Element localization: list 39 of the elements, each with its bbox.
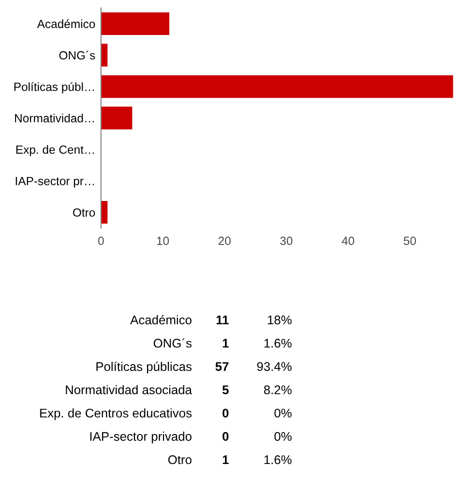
x-tick-label: 50 [404,236,416,246]
bar [101,106,132,130]
text: 8.2% [264,385,292,394]
text: Normatividad asociada [66,385,192,394]
x-tick-label: 30 [280,236,292,246]
text: 1.6% [264,338,292,348]
y-tick-label: Políticas públ… [14,82,94,94]
x-tick-label: 20 [218,236,231,246]
text: 5 [222,386,229,394]
y-tick-label: Académico [37,19,95,28]
text: 0 [222,408,228,418]
text: 57 [215,362,228,371]
text: 1.6% [264,455,292,464]
x-tick-label: 40 [342,236,354,246]
bar [101,44,108,66]
y-tick-label: ONG´s [59,50,96,60]
text: Políticas públicas [96,362,192,374]
text: 1 [222,338,229,348]
text: 18% [268,316,292,324]
y-tick-label: Otro [73,208,95,217]
y-tick-label: IAP-sector pr… [16,177,94,188]
text: 93.4% [257,362,292,371]
text: 0% [274,432,292,441]
x-tick-label: 10 [157,236,169,246]
text: IAP-sector privado [90,432,192,444]
y-tick-label: Exp. de Cent… [16,145,94,156]
text: 11 [216,316,229,324]
bar [101,12,170,36]
y-tick-label: Normatividad… [15,114,94,122]
text: Exp. de Centros educativos [40,408,192,420]
text: ONG´s [154,338,192,348]
bar [101,75,454,98]
text: 1 [222,455,229,464]
text: Académico [130,315,192,324]
text: 0 [222,432,228,441]
text: Otro [168,455,192,464]
x-tick-label: 0 [98,236,104,246]
text: 0% [274,408,292,418]
bar [101,200,108,224]
